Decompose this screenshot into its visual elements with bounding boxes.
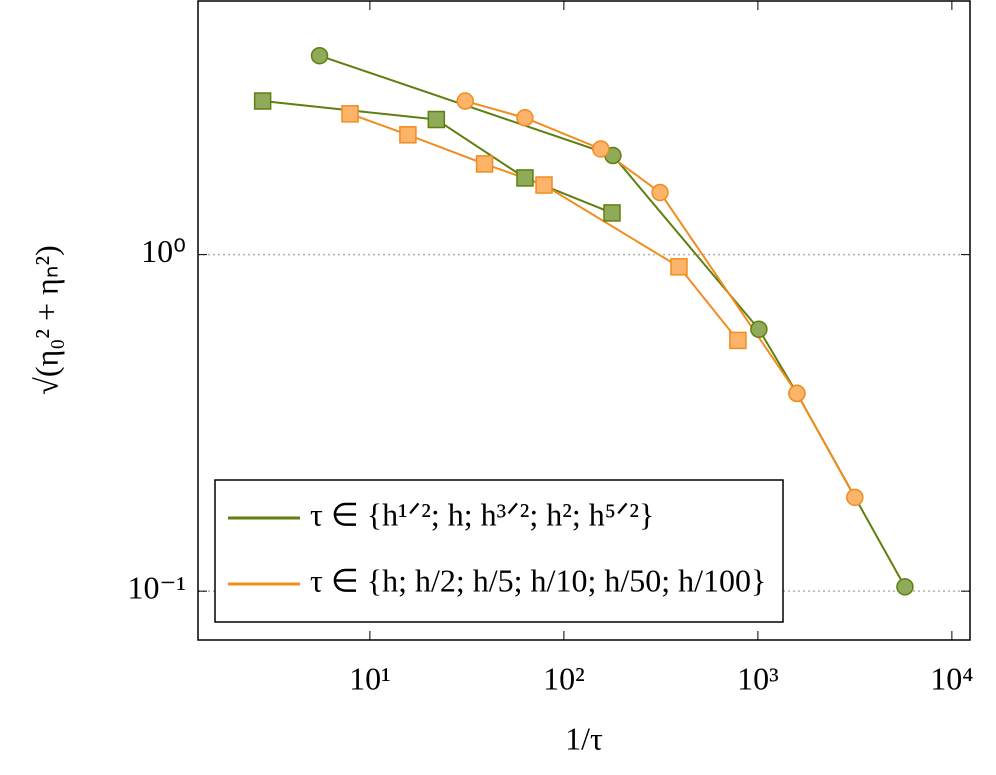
data-point (253, 92, 272, 110)
legend-label: τ ∈ {h; h/2; h/5; h/10; h/50; h/100} (310, 562, 766, 598)
data-point (516, 169, 534, 187)
x-tick-label: 10¹ (349, 660, 391, 696)
legend-label: τ ∈ {h¹ᐟ²; h; h³ᐟ²; h²; h⁵ᐟ²} (310, 496, 654, 532)
y-axis-label: √(η₀² + ηₙ²) (28, 245, 64, 394)
data-point (399, 126, 417, 144)
data-point (592, 140, 610, 158)
series-line (464, 100, 856, 498)
data-point (456, 92, 474, 110)
x-axis-label: 1/τ (565, 720, 603, 756)
data-point (750, 320, 768, 339)
y-tick-label: 10⁻¹ (128, 570, 186, 606)
data-point (846, 488, 864, 507)
data-point (729, 331, 747, 350)
data-point (603, 204, 621, 222)
data-point (651, 183, 669, 202)
x-tick-label: 10⁴ (930, 660, 973, 696)
data-point (475, 155, 494, 173)
data-point (310, 46, 329, 65)
y-tick-label: 10⁰ (141, 233, 186, 269)
data-point (516, 109, 534, 127)
data-point (427, 110, 446, 129)
data-point (896, 578, 914, 596)
data-point (788, 384, 806, 403)
legend-box (214, 479, 784, 623)
x-tick-label: 10² (543, 660, 585, 696)
data-point (535, 176, 553, 194)
data-point (341, 105, 359, 123)
series-line (349, 112, 739, 342)
data-point (670, 258, 688, 276)
plot-frame (197, 0, 971, 641)
x-tick-label: 10³ (737, 660, 779, 696)
